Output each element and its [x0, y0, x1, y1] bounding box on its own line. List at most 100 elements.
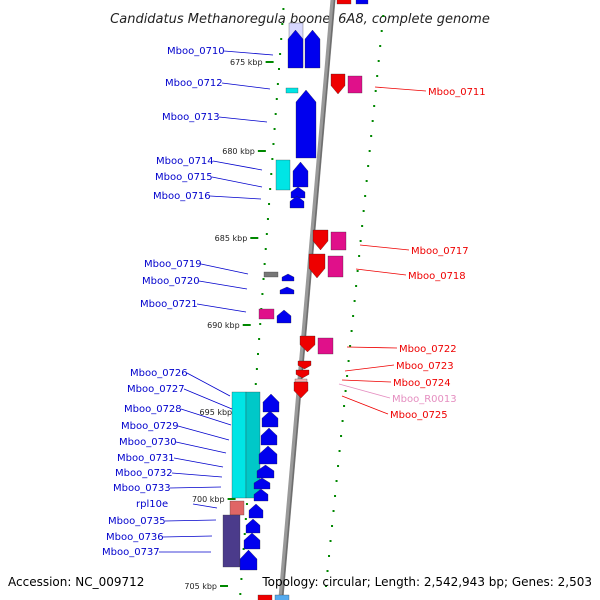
- tick-dot: [262, 278, 265, 280]
- gene-Mboo_0722: [299, 335, 316, 353]
- label-Mboo_0710: Mboo_0710: [167, 46, 225, 57]
- gene-Mboo_0736: [222, 514, 241, 568]
- label-Mboo_0725: Mboo_0725: [390, 410, 448, 421]
- tick-dot: [277, 68, 280, 70]
- tick-dot: [370, 135, 373, 137]
- gene-labels: Mboo_0710 Mboo_0712 Mboo_0713 Mboo_0714 Mboo…: [102, 46, 486, 558]
- tick-dot: [240, 578, 243, 580]
- tick-dot: [352, 315, 355, 317]
- gene-Mboo_0733b: [253, 488, 269, 502]
- gene-Mboo_0735: [245, 518, 261, 534]
- gene-Mboo_0737: [239, 549, 258, 571]
- tick-dot: [275, 98, 278, 100]
- label-Mboo_0716: Mboo_0716: [153, 191, 211, 202]
- tick-dot: [256, 353, 259, 355]
- tick-dot: [280, 38, 283, 40]
- tick-dot: [268, 203, 271, 205]
- label-Mboo_0723: Mboo_0723: [396, 361, 454, 372]
- leader-line: [344, 364, 395, 372]
- gene-features: [222, 0, 369, 600]
- gene-Mboo_0711b: [347, 75, 363, 94]
- tick-dot: [347, 360, 350, 362]
- tick-dot: [243, 533, 246, 535]
- label-Mboo_0737: Mboo_0737: [102, 547, 160, 558]
- ruler-label: 705 kbp: [184, 582, 217, 591]
- gene-Mboo_0724: [295, 369, 310, 379]
- tick-dot: [239, 593, 242, 595]
- leader-line: [359, 244, 410, 251]
- label-Mboo_0731: Mboo_0731: [117, 453, 175, 464]
- ruler-label: 700 kbp: [192, 495, 225, 504]
- ruler-label: 695 kbp: [200, 408, 233, 417]
- gene-partial-top: [355, 0, 369, 5]
- gene-Mboo_0720a: [281, 273, 295, 282]
- ruler-label: 685 kbp: [215, 234, 248, 243]
- tick-dot: [367, 165, 370, 167]
- kbp-ruler: 675 kbp 680 kbp 685 kbp 690 kbp 695 kbp 700 k…: [184, 58, 274, 591]
- tick-dot: [353, 300, 356, 302]
- gene-Mboo_0716: [289, 195, 305, 209]
- label-Mboo_0724: Mboo_0724: [393, 378, 451, 389]
- tick-dot: [331, 525, 334, 527]
- tick-dot: [365, 180, 368, 182]
- tick-dot: [259, 323, 262, 325]
- tick-dot: [325, 585, 328, 587]
- leader-line: [171, 472, 223, 478]
- tick-dot: [264, 248, 267, 250]
- tick-dot: [334, 495, 337, 497]
- ruler-label: 690 kbp: [207, 321, 240, 330]
- tick-dot: [379, 45, 382, 47]
- tick-dot: [282, 8, 285, 10]
- ruler-label: 675 kbp: [230, 58, 263, 67]
- gene-partial-bottom: [257, 594, 273, 600]
- tick-dot: [271, 158, 274, 160]
- tick-dot: [355, 285, 358, 287]
- leader-line: [341, 395, 389, 415]
- leader-line: [211, 176, 263, 188]
- leader-line: [374, 86, 427, 92]
- gene-Mboo_0725: [293, 381, 309, 399]
- leader-line: [162, 535, 213, 538]
- leader-line: [192, 503, 218, 509]
- label-Mboo_0726: Mboo_0726: [130, 368, 188, 379]
- leader-line: [346, 346, 398, 349]
- leader-line: [196, 303, 247, 313]
- gene-Mboo_0712: [285, 87, 299, 94]
- gene-Mboo_0711: [330, 73, 346, 95]
- label-Mboo_R0013: Mboo_R0013: [392, 394, 457, 405]
- gene-Mboo_0726: [231, 391, 247, 499]
- gene-Mboo_0735a: [248, 503, 264, 519]
- tick-dot: [374, 90, 377, 92]
- label-Mboo_0727: Mboo_0727: [127, 384, 185, 395]
- label-Mboo_0733: Mboo_0733: [113, 483, 171, 494]
- tick-dot: [265, 233, 268, 235]
- tick-dot: [349, 345, 352, 347]
- tick-dot: [245, 503, 248, 505]
- gene-Mboo_0729: [261, 410, 279, 428]
- leader-line: [218, 116, 268, 123]
- label-Mboo_0721: Mboo_0721: [140, 299, 198, 310]
- backbone-line: [278, 0, 336, 600]
- tick-dot: [361, 225, 364, 227]
- tick-dot: [373, 105, 376, 107]
- gene-Mboo_0709: [304, 29, 321, 69]
- tick-dot: [343, 405, 346, 407]
- label-Mboo_0713: Mboo_0713: [162, 112, 220, 123]
- gene-Mboo_0720: [279, 286, 295, 295]
- gene-Mboo_0716a: [290, 186, 306, 199]
- tick-dot: [272, 143, 275, 145]
- tick-dot: [263, 263, 266, 265]
- leader-line: [183, 388, 233, 410]
- leader-line: [175, 441, 227, 454]
- label-Mboo_0719: Mboo_0719: [144, 259, 202, 270]
- tick-dot: [337, 465, 340, 467]
- tick-dot: [335, 480, 338, 482]
- gene-Mboo_0717b: [330, 231, 347, 251]
- tick-dot: [279, 53, 282, 55]
- gene-Mboo_0719: [263, 271, 279, 278]
- gene-rpl10e: [229, 500, 245, 516]
- tick-dot: [340, 435, 343, 437]
- tick-dot: [380, 30, 383, 32]
- gene-Mboo_0722b: [317, 337, 334, 355]
- tick-dot: [368, 150, 371, 152]
